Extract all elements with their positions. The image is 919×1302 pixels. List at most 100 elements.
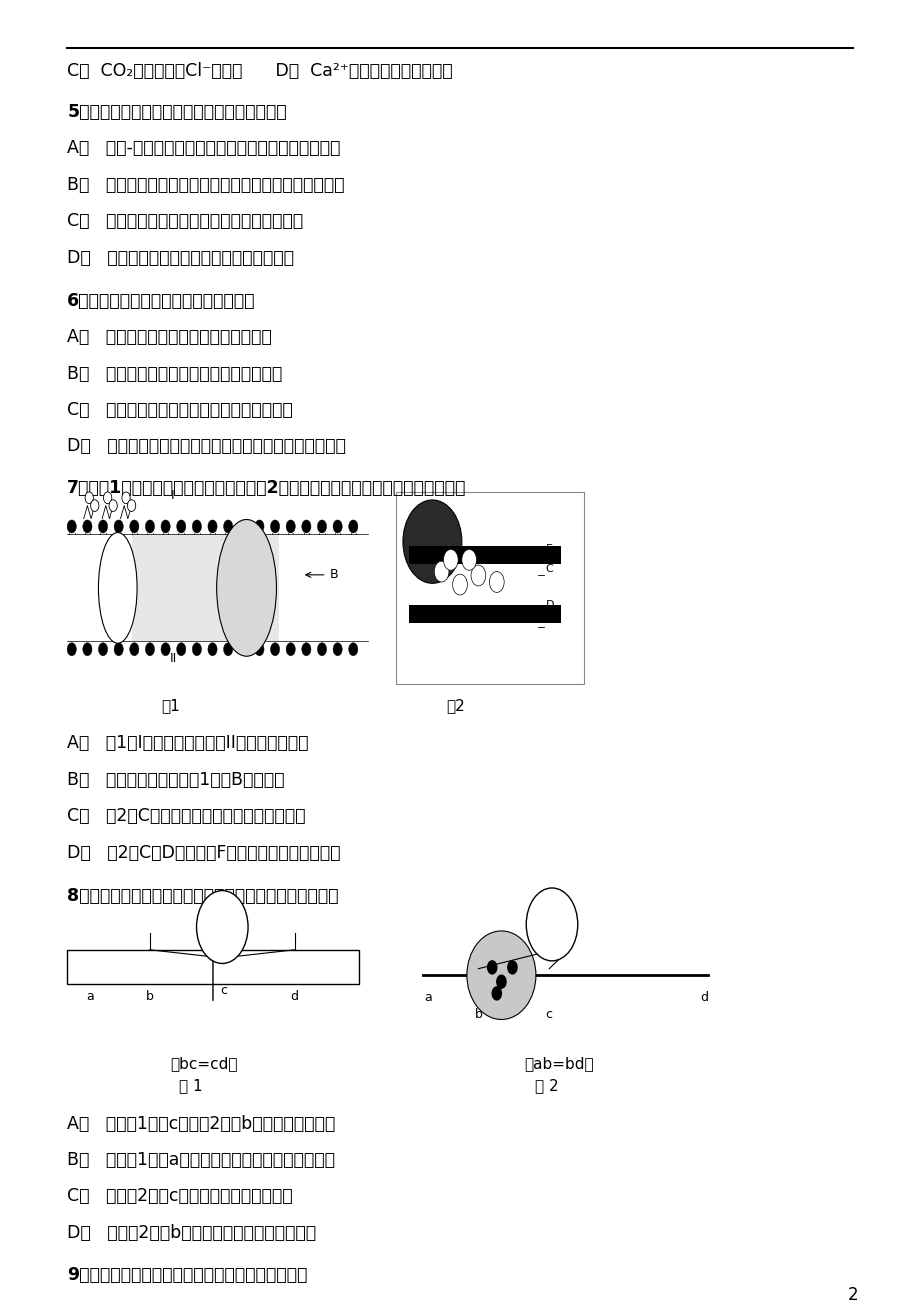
Text: d: d <box>699 991 707 1004</box>
Circle shape <box>286 519 295 533</box>
Circle shape <box>192 519 201 533</box>
Circle shape <box>98 643 108 656</box>
Text: 图 1: 图 1 <box>179 1078 203 1094</box>
Circle shape <box>98 519 108 533</box>
Circle shape <box>67 643 76 656</box>
Circle shape <box>471 565 485 586</box>
Bar <box>395 492 584 684</box>
Text: C．  CO₂、解旋酶、Cl⁻、尿素      D．  Ca²⁺、载体蛋白、神经递质: C． CO₂、解旋酶、Cl⁻、尿素 D． Ca²⁺、载体蛋白、神经递质 <box>67 62 452 81</box>
Text: B．   静息电位的形成与图1中的B密切相关: B． 静息电位的形成与图1中的B密切相关 <box>67 771 284 789</box>
Text: B: B <box>305 569 337 581</box>
Circle shape <box>208 519 217 533</box>
Circle shape <box>255 643 264 656</box>
Text: B．   刺激图1中的a点，指针发生两次方向相反的偏转: B． 刺激图1中的a点，指针发生两次方向相反的偏转 <box>67 1151 335 1169</box>
Circle shape <box>301 643 311 656</box>
Circle shape <box>83 643 92 656</box>
Text: A．   高等动物渗透压调节中存在反馈调节: A． 高等动物渗透压调节中存在反馈调节 <box>67 328 272 346</box>
Text: C．   肿瘤细胞侵入并堵塞淋巴管会导致组织水肿: C． 肿瘤细胞侵入并堵塞淋巴管会导致组织水肿 <box>67 212 303 230</box>
Circle shape <box>348 519 357 533</box>
Circle shape <box>492 987 501 1000</box>
Text: D．   人体维持稳态的调节能力是有一定限度的: D． 人体维持稳态的调节能力是有一定限度的 <box>67 249 294 267</box>
Text: a: a <box>86 990 94 1003</box>
Text: A: A <box>242 581 251 595</box>
Ellipse shape <box>467 931 536 1019</box>
Bar <box>409 547 561 565</box>
Circle shape <box>67 519 76 533</box>
Circle shape <box>208 643 217 656</box>
Circle shape <box>270 643 279 656</box>
Text: B．   血浆渗透压的大小主要与无机盐和蛋白质的含量有关: B． 血浆渗透压的大小主要与无机盐和蛋白质的含量有关 <box>67 176 345 194</box>
Text: D．   刺激图2中的b点可能会引起神经递质的释放: D． 刺激图2中的b点可能会引起神经递质的释放 <box>67 1224 316 1242</box>
Text: D．   图2中C与D结合后，F处膜外电位可能为正电位: D． 图2中C与D结合后，F处膜外电位可能为正电位 <box>67 844 340 862</box>
Text: 7．下图1为细胞膜亚显微结构示意图，图2为突触结构示意图，则相关叙述正确的是: 7．下图1为细胞膜亚显微结构示意图，图2为突触结构示意图，则相关叙述正确的是 <box>67 479 466 497</box>
Circle shape <box>255 519 264 533</box>
Text: A．   图1中I侧为细胞膜内侧，II侧为细胞膜外侧: A． 图1中I侧为细胞膜内侧，II侧为细胞膜外侧 <box>67 734 309 753</box>
Circle shape <box>197 891 248 963</box>
Text: b: b <box>146 990 153 1003</box>
Circle shape <box>108 500 118 512</box>
Ellipse shape <box>217 519 277 656</box>
Text: F: F <box>545 616 551 625</box>
Circle shape <box>239 519 248 533</box>
Bar <box>409 604 561 624</box>
Text: 图2: 图2 <box>446 698 464 713</box>
Circle shape <box>223 519 233 533</box>
Text: d: d <box>290 990 299 1003</box>
Text: （bc=cd）: （bc=cd） <box>170 1056 237 1072</box>
Text: I: I <box>171 488 175 501</box>
Circle shape <box>114 519 123 533</box>
Circle shape <box>103 492 112 504</box>
Circle shape <box>496 975 505 988</box>
Text: b: b <box>474 1008 482 1021</box>
Text: c: c <box>545 1008 552 1021</box>
Circle shape <box>128 500 136 512</box>
Circle shape <box>130 519 139 533</box>
Circle shape <box>348 643 357 656</box>
Circle shape <box>145 519 154 533</box>
Ellipse shape <box>98 533 137 643</box>
Circle shape <box>434 561 448 582</box>
Circle shape <box>83 519 92 533</box>
Text: 图1: 图1 <box>161 698 179 713</box>
Circle shape <box>239 643 248 656</box>
Circle shape <box>489 572 504 592</box>
Circle shape <box>403 500 461 583</box>
Circle shape <box>161 519 170 533</box>
Text: C．   图2中C物质通过主动运输的方式释放出来: C． 图2中C物质通过主动运输的方式释放出来 <box>67 807 305 825</box>
Circle shape <box>176 519 186 533</box>
Bar <box>131 534 278 642</box>
Circle shape <box>526 888 577 961</box>
Text: 5．下列有关人体内环境稳态的叙述不正确的是: 5．下列有关人体内环境稳态的叙述不正确的是 <box>67 103 287 121</box>
Text: （ab=bd）: （ab=bd） <box>524 1056 594 1072</box>
Circle shape <box>161 643 170 656</box>
Circle shape <box>301 519 311 533</box>
Circle shape <box>85 492 94 504</box>
Circle shape <box>487 961 496 974</box>
Text: C: C <box>545 564 552 574</box>
Circle shape <box>443 549 458 570</box>
Text: E: E <box>545 544 552 553</box>
Text: D．   机体通过神经、内分泌、免疫这三个系统来维持稳态: D． 机体通过神经、内分泌、免疫这三个系统来维持稳态 <box>67 437 346 456</box>
Text: +: + <box>216 913 229 928</box>
Text: 2: 2 <box>846 1286 857 1302</box>
Circle shape <box>317 519 326 533</box>
Text: a: a <box>424 991 431 1004</box>
Text: A．   神经-体液调节网络是机体维持稳态的主要调节机制: A． 神经-体液调节网络是机体维持稳态的主要调节机制 <box>67 139 340 158</box>
Text: 6．下列有关内环境的叙述，不正确的是: 6．下列有关内环境的叙述，不正确的是 <box>67 292 255 310</box>
Text: c: c <box>221 984 227 996</box>
Circle shape <box>114 643 123 656</box>
Text: A．   刺激图1中的c点和图2中的b点，指针都不偏转: A． 刺激图1中的c点和图2中的b点，指针都不偏转 <box>67 1115 335 1133</box>
Circle shape <box>223 643 233 656</box>
Circle shape <box>90 500 99 512</box>
Circle shape <box>130 643 139 656</box>
Circle shape <box>333 643 342 656</box>
Text: II: II <box>169 652 176 665</box>
Circle shape <box>452 574 467 595</box>
Text: D: D <box>545 600 553 609</box>
Text: +: + <box>545 910 558 926</box>
Text: C．   血浆中的水可来自组织液、淋巴和血细胞: C． 血浆中的水可来自组织液、淋巴和血细胞 <box>67 401 292 419</box>
Circle shape <box>192 643 201 656</box>
Text: A: A <box>113 582 122 594</box>
Text: C．   刺激图2中的c点，指针只发生一次偏转: C． 刺激图2中的c点，指针只发生一次偏转 <box>67 1187 292 1206</box>
Bar <box>67 950 358 984</box>
